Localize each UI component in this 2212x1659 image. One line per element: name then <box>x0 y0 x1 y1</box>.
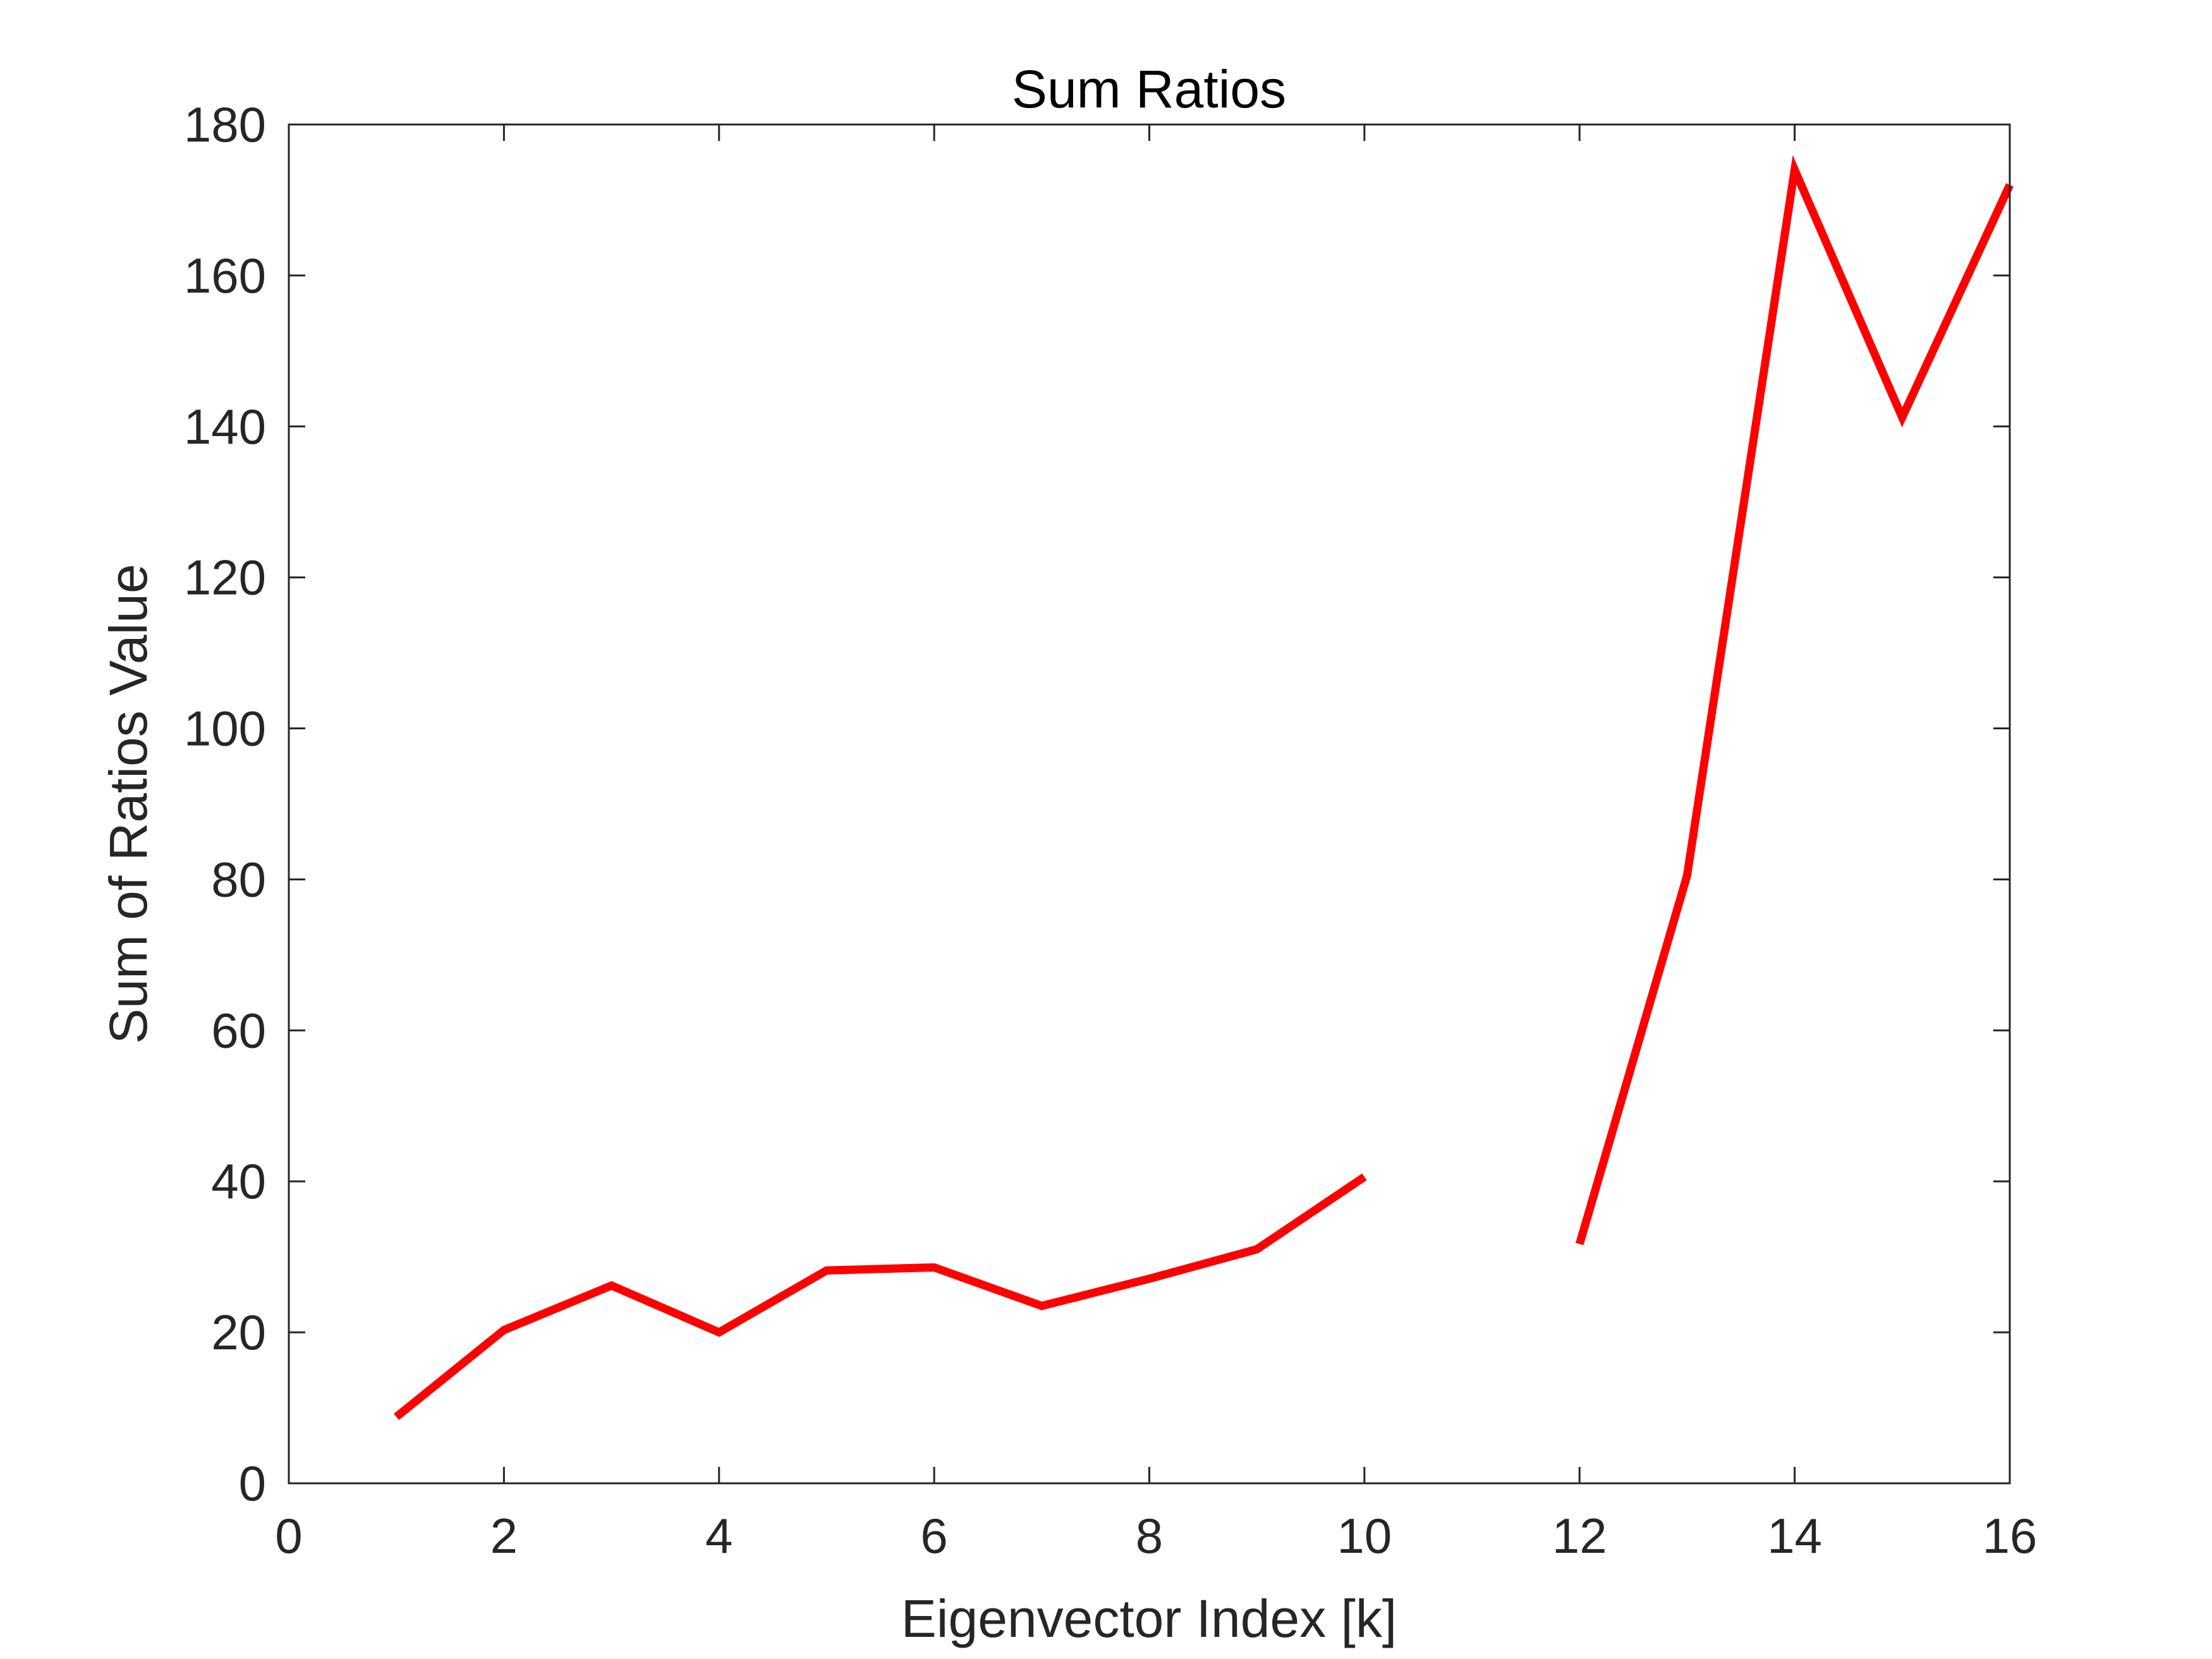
plot-area-background <box>289 125 2010 1483</box>
x-axis-label: Eigenvector Index [k] <box>901 1589 1397 1648</box>
x-tick-label: 12 <box>1552 1508 1607 1564</box>
y-tick-label: 20 <box>211 1304 266 1360</box>
y-tick-label: 80 <box>211 851 266 907</box>
y-tick-label: 140 <box>184 399 266 454</box>
y-tick-label: 0 <box>239 1455 266 1511</box>
series-line-segment <box>1576 155 2014 1246</box>
x-tick-label: 16 <box>1983 1508 2038 1564</box>
y-tick-label: 120 <box>184 550 266 605</box>
chart-title: Sum Ratios <box>1012 59 1286 119</box>
data-series <box>394 155 2014 1420</box>
axes-box <box>288 123 2011 1485</box>
y-tick-label: 40 <box>211 1153 266 1209</box>
x-tick-label: 0 <box>275 1508 302 1564</box>
y-tick-label: 60 <box>211 1002 266 1058</box>
y-axis-label: Sum of Ratios Value <box>99 564 158 1044</box>
x-tick-label: 10 <box>1337 1508 1392 1564</box>
x-tick-label: 14 <box>1767 1508 1822 1564</box>
x-tick-label: 8 <box>1136 1508 1163 1564</box>
series-line-segment <box>394 1173 1367 1420</box>
x-tick-label: 6 <box>920 1508 947 1564</box>
y-tick-label: 100 <box>184 701 266 757</box>
y-tick-label: 160 <box>184 248 266 303</box>
y-tick-label: 180 <box>184 97 266 152</box>
x-tick-label: 4 <box>705 1508 732 1564</box>
x-tick-label: 2 <box>490 1508 518 1564</box>
